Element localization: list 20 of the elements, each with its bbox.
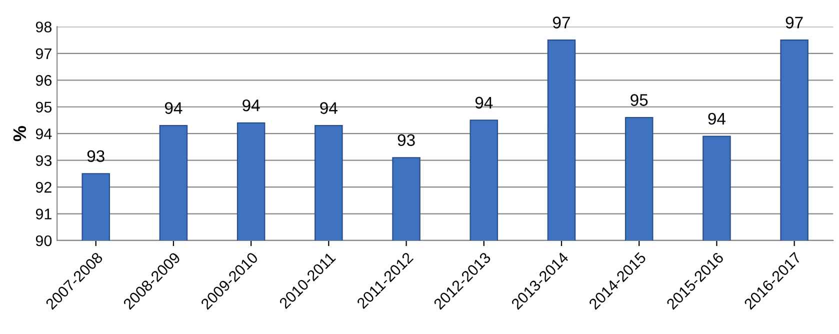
data-label: 94 [320, 102, 338, 114]
y-axis-title: % [13, 126, 26, 142]
data-label: 97 [553, 16, 570, 28]
y-tick-label: 93 [36, 155, 52, 166]
y-tick-label: 92 [36, 182, 52, 193]
data-label: 95 [630, 94, 648, 106]
data-label: 93 [87, 150, 104, 162]
y-tick-label: 90 [36, 235, 52, 246]
data-label: 94 [708, 112, 726, 125]
data-label: 97 [786, 16, 803, 28]
y-tick-label: 91 [36, 208, 52, 220]
y-tick-label: 98 [36, 22, 52, 32]
y-tick-label: 96 [36, 75, 52, 86]
data-label: 94 [475, 96, 493, 109]
y-tick-label: 97 [36, 48, 52, 60]
data-label: 94 [242, 99, 260, 112]
y-tick-label: 95 [36, 102, 52, 113]
data-label: 93 [398, 134, 415, 146]
y-tick-label: 94 [36, 128, 52, 140]
data-label: 94 [164, 102, 182, 114]
